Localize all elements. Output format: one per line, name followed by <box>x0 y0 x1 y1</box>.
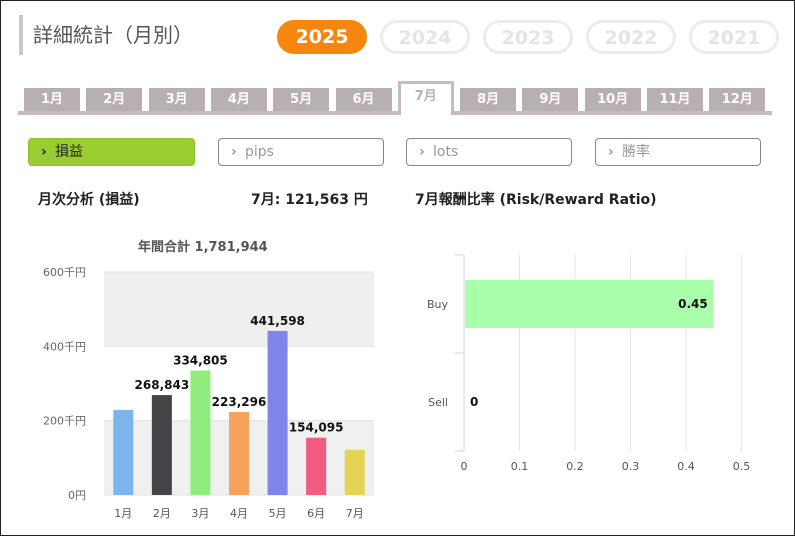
page-title: 詳細統計（月別） <box>19 15 193 55</box>
x-tick-label: 0 <box>461 460 468 473</box>
metric-button-winrate[interactable]: › 勝率 <box>595 138 761 166</box>
bar-data-label: 334,805 <box>173 354 228 368</box>
bar-5月 <box>267 330 288 495</box>
x-tick-label: 4月 <box>230 507 248 520</box>
bar-2月 <box>151 395 172 495</box>
bar-data-label: 441,598 <box>250 314 305 328</box>
x-tick-label: 3月 <box>191 507 209 520</box>
y-tick-label: Sell <box>428 396 448 409</box>
bar-data-label: 154,095 <box>289 421 344 435</box>
risk-reward-chart: 0 0.1 0.2 0.3 0.4 0.5 Buy 0.45 Sell 0 <box>427 254 751 473</box>
year-tab-4[interactable]: 2021 <box>689 20 779 54</box>
month-tab-10[interactable]: 10月 <box>584 88 641 111</box>
bar-4月 <box>229 412 249 495</box>
year-tab-2[interactable]: 2023 <box>483 20 573 54</box>
bar-7月 <box>344 449 365 495</box>
monthly-profit-chart: 0円 200千円 400千円 600千円 1月 268,843 2月 334,805 3月 223… <box>43 266 374 520</box>
bar-data-label: 268,843 <box>135 378 190 392</box>
month-tabs-baseline <box>18 111 772 115</box>
month-tab-5[interactable]: 5月 <box>273 88 330 111</box>
month-tab-2[interactable]: 2月 <box>86 88 143 111</box>
x-tick-label: 0.5 <box>733 460 751 473</box>
y-tick-label: Buy <box>427 298 449 311</box>
month-tab-1[interactable]: 1月 <box>24 88 80 111</box>
chevron-right-icon: › <box>608 144 614 160</box>
month-tab-4[interactable]: 4月 <box>210 88 267 111</box>
x-tick-label: 2月 <box>153 507 171 520</box>
chevron-right-icon: › <box>231 144 237 160</box>
year-tab-1[interactable]: 2024 <box>380 20 470 54</box>
month-tab-3[interactable]: 3月 <box>148 88 205 111</box>
metric-label: 損益 <box>55 144 83 160</box>
chevron-right-icon: › <box>419 144 425 160</box>
bar-3月 <box>190 370 211 495</box>
risk-reward-heading: 7月報酬比率 (Risk/Reward Ratio) <box>415 192 657 208</box>
x-tick-label: 5月 <box>269 507 287 520</box>
bar-6月 <box>306 437 327 495</box>
month-tab-6[interactable]: 6月 <box>335 88 392 111</box>
month-tab-7[interactable]: 7月 <box>397 81 454 115</box>
x-tick-label: 0.1 <box>511 460 529 473</box>
x-tick-label: 1月 <box>114 507 132 520</box>
year-tab-0[interactable]: 2025 <box>277 20 367 54</box>
metric-button-lots[interactable]: › lots <box>406 138 572 166</box>
metric-button-pips[interactable]: › pips <box>218 138 384 166</box>
month-tabs: 1月 2月 3月 4月 5月 6月 7月 8月 9月 10月 11月 12月 <box>18 81 772 115</box>
metric-button-profit[interactable]: › 損益 <box>28 138 195 166</box>
month-tab-11[interactable]: 11月 <box>647 88 703 111</box>
month-tab-9[interactable]: 9月 <box>522 88 579 111</box>
bar-data-label: 223,296 <box>212 395 267 409</box>
x-tick-label: 0.4 <box>677 460 695 473</box>
y-tick-label: 400千円 <box>43 340 86 353</box>
bar-data-label: 0 <box>470 395 478 409</box>
metric-label: lots <box>433 144 459 160</box>
month-tab-8[interactable]: 8月 <box>460 88 517 111</box>
x-tick-label: 0.2 <box>566 460 584 473</box>
year-selector: 2025 2024 2023 2022 2021 <box>277 20 779 54</box>
metric-label: pips <box>245 144 274 160</box>
y-tick-label: 0円 <box>68 489 86 502</box>
annual-total: 年間合計 1,781,944 <box>138 240 268 255</box>
y-tick-label: 600千円 <box>43 266 86 279</box>
chevron-right-icon: › <box>41 144 47 160</box>
x-tick-label: 7月 <box>346 507 364 520</box>
month-tab-12[interactable]: 12月 <box>709 88 766 111</box>
plot-band <box>104 272 374 347</box>
current-month-value: 7月: 121,563 円 <box>251 192 368 208</box>
bar-data-label: 0.45 <box>678 297 708 311</box>
metric-label: 勝率 <box>622 144 650 160</box>
bar-1月 <box>113 409 134 495</box>
monthly-analysis-heading: 月次分析 (損益) <box>38 192 140 208</box>
x-tick-label: 0.3 <box>622 460 640 473</box>
bar-Buy <box>465 280 714 328</box>
y-tick-label: 200千円 <box>43 415 86 428</box>
year-tab-3[interactable]: 2022 <box>586 20 676 54</box>
x-tick-label: 6月 <box>307 507 325 520</box>
